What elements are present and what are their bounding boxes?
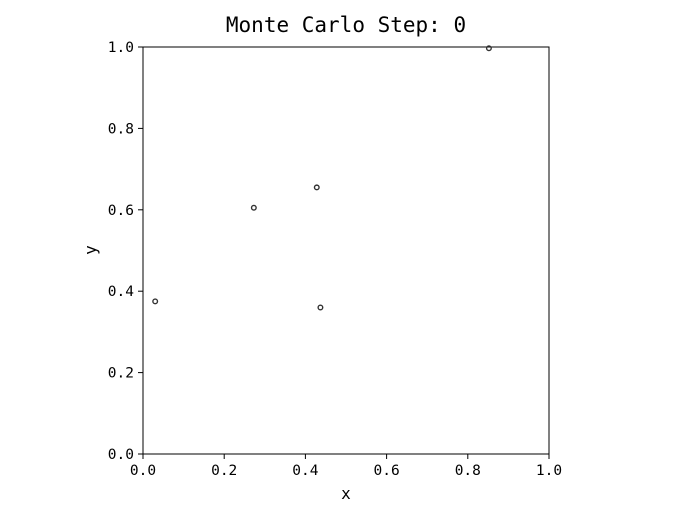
data-point <box>152 298 159 305</box>
x-tick-label: 0.6 <box>373 463 399 479</box>
x-tick-label: 0.4 <box>292 463 318 479</box>
data-point <box>313 184 320 191</box>
y-tick-label: 0.6 <box>108 203 134 219</box>
plot-area-frame <box>142 46 550 455</box>
y-tick-label: 1.0 <box>108 40 134 56</box>
x-tick-label: 0.2 <box>211 463 237 479</box>
y-axis-label: y <box>81 245 100 255</box>
y-tick-label: 0.0 <box>108 447 134 463</box>
y-tick-label: 0.4 <box>108 284 134 300</box>
chart-title: Monte Carlo Step: 0 <box>226 13 466 37</box>
y-tick-label: 0.8 <box>108 121 134 137</box>
x-axis: 0.0 0.2 0.4 0.6 0.8 1.0 <box>130 454 562 479</box>
x-tick-label: 0.8 <box>455 463 481 479</box>
data-point <box>317 304 324 311</box>
data-point <box>250 204 257 211</box>
x-tick-label: 0.0 <box>130 463 156 479</box>
y-tick-label: 0.2 <box>108 366 134 382</box>
data-points <box>152 45 492 311</box>
x-tick-label: 1.0 <box>536 463 562 479</box>
x-axis-label: x <box>341 484 351 503</box>
y-axis: 0.0 0.2 0.4 0.6 0.8 1.0 <box>108 40 143 463</box>
data-point <box>485 45 492 52</box>
